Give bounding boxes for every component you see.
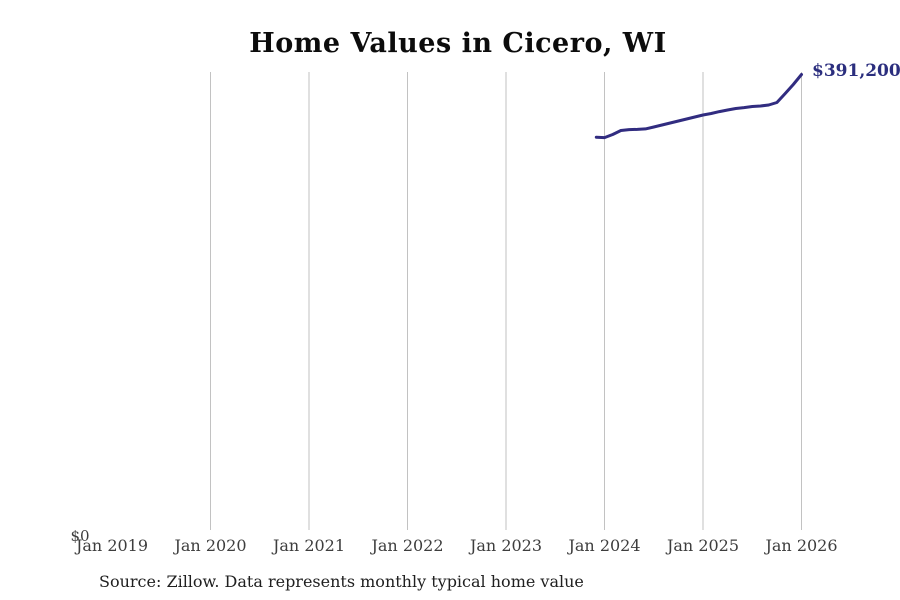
x-tick-label-jan-2022: Jan 2022 bbox=[371, 536, 444, 555]
x-tick-label-jan-2026: Jan 2026 bbox=[765, 536, 838, 555]
y-axis-zero-label: $0 bbox=[70, 527, 90, 545]
x-tick-label-jan-2020: Jan 2020 bbox=[174, 536, 247, 555]
source-note: Source: Zillow. Data represents monthly … bbox=[99, 572, 584, 591]
x-tick-label-jan-2023: Jan 2023 bbox=[469, 536, 543, 555]
x-tick-label-jan-2019: Jan 2019 bbox=[75, 536, 149, 555]
x-tick-label-jan-2024: Jan 2024 bbox=[568, 536, 641, 555]
x-tick-label-jan-2025: Jan 2025 bbox=[666, 536, 740, 555]
chart-title: Home Values in Cicero, WI bbox=[249, 28, 667, 59]
x-tick-label-jan-2021: Jan 2021 bbox=[272, 536, 346, 555]
gridlines bbox=[210, 72, 802, 530]
home-value-line bbox=[594, 73, 803, 140]
latest-value-label: $391,200 bbox=[812, 61, 900, 81]
